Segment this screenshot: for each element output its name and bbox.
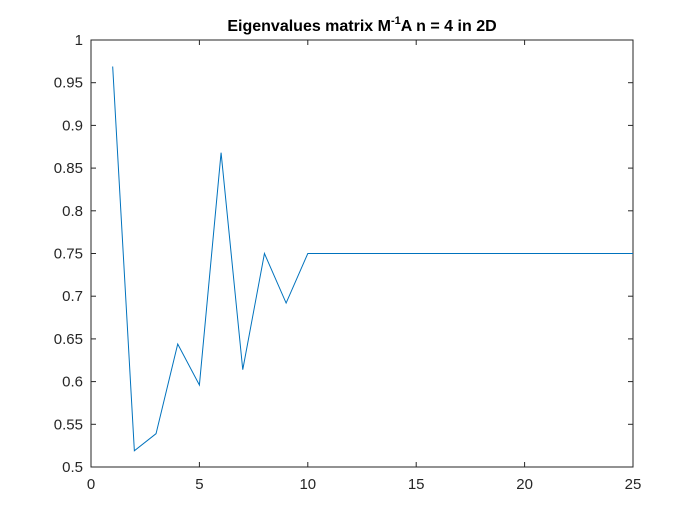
x-tick-label: 20 (516, 476, 533, 493)
series-line (112, 66, 633, 452)
y-tick-label: 0.55 (54, 416, 83, 433)
x-tick-label: 5 (195, 476, 203, 493)
y-tick-label: 0.75 (54, 246, 83, 263)
chart-title: Eigenvalues matrix M-1A n = 4 in 2D (227, 15, 496, 35)
y-tick-label: 1 (75, 32, 83, 49)
chart-title-superscript: -1 (391, 15, 401, 27)
y-tick-label: 0.65 (54, 331, 83, 348)
y-tick-label: 0.6 (62, 374, 83, 391)
y-tick-label: 0.5 (62, 459, 83, 476)
plot-area: 0 5 10 15 20 25 0.5 0.55 0.6 0.65 0.7 0.75 0.8 0.85 0.… (54, 32, 642, 493)
x-tick-label: 0 (87, 476, 95, 493)
chart-title-suffix: A n = 4 in 2D (401, 18, 497, 35)
x-tick-label: 25 (625, 476, 642, 493)
y-tick-label: 0.95 (54, 75, 83, 92)
y-tick-label: 0.8 (62, 203, 83, 220)
x-tick-label: 10 (299, 476, 316, 493)
y-tick-label: 0.85 (54, 160, 83, 177)
chart-title-prefix: Eigenvalues matrix M (227, 18, 391, 35)
y-tick-label: 0.7 (62, 288, 83, 305)
y-tick-label: 0.9 (62, 117, 83, 134)
x-tick-label: 15 (408, 476, 425, 493)
